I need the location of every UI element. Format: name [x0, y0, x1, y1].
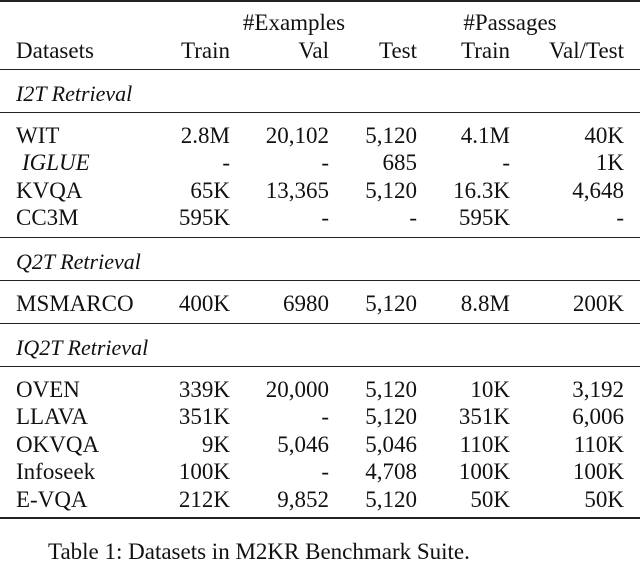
passages-valtest: 4,648	[572, 178, 624, 203]
examples-test: 4,708	[365, 459, 417, 484]
examples-train: 100K	[178, 459, 230, 484]
table-row: OKVQA 9K 5,046 5,046 110K 110K	[0, 431, 640, 458]
examples-val: -	[321, 404, 329, 429]
examples-val: 13,365	[265, 178, 329, 203]
passages-train: 595K	[458, 205, 510, 230]
dataset-name: E-VQA	[16, 487, 88, 512]
table-row: Infoseek 100K - 4,708 100K 100K	[0, 458, 640, 485]
section-title-q2t: Q2T Retrieval	[16, 249, 141, 274]
col-header-datasets: Datasets	[16, 38, 94, 63]
examples-train: 351K	[178, 404, 230, 429]
passages-valtest: 110K	[573, 432, 624, 457]
examples-val: -	[321, 205, 329, 230]
dataset-name: OVEN	[16, 377, 80, 402]
section-title-i2t: I2T Retrieval	[16, 81, 133, 106]
passages-train: 4.1M	[460, 123, 510, 148]
passages-valtest: 6,006	[572, 404, 624, 429]
examples-test: 5,046	[365, 432, 417, 457]
dataset-name: LLAVA	[16, 404, 88, 429]
passages-train: 351K	[458, 404, 510, 429]
examples-val: 9,852	[277, 487, 329, 512]
examples-train: -	[222, 150, 230, 175]
passages-train: 50K	[470, 487, 510, 512]
examples-val: 20,102	[265, 123, 329, 148]
table-row: IGLUE - - 685 - 1K	[0, 149, 640, 176]
examples-test: 5,120	[365, 404, 417, 429]
passages-valtest: 1K	[595, 150, 624, 175]
passages-train: 100K	[458, 459, 510, 484]
section-end-rule-i2t	[0, 237, 640, 238]
examples-val: -	[321, 150, 329, 175]
group-header-row: #Examples #Passages	[0, 9, 640, 36]
col-header-passages-train: Train	[461, 38, 510, 63]
table-caption: Table 1: Datasets in M2KR Benchmark Suit…	[48, 539, 470, 564]
examples-test: 5,120	[365, 123, 417, 148]
section-title-iq2t: IQ2T Retrieval	[16, 335, 149, 360]
examples-test: 685	[382, 150, 418, 175]
passages-valtest: 3,192	[572, 377, 624, 402]
table-row: KVQA 65K 13,365 5,120 16.3K 4,648	[0, 177, 640, 204]
examples-train: 400K	[178, 291, 230, 316]
top-rule	[0, 0, 640, 2]
passages-train: 8.8M	[460, 291, 510, 316]
col-header-passages-valtest: Val/Test	[548, 38, 624, 63]
examples-test: -	[409, 205, 417, 230]
dataset-name: Infoseek	[16, 459, 96, 484]
table-row: OVEN 339K 20,000 5,120 10K 3,192	[0, 376, 640, 403]
dataset-name: WIT	[16, 123, 60, 148]
group-header-passages: #Passages	[463, 10, 557, 35]
examples-val: 5,046	[277, 432, 329, 457]
header-rule	[0, 69, 640, 70]
passages-train: 10K	[470, 377, 510, 402]
group-header-examples: #Examples	[242, 10, 346, 35]
examples-test: 5,120	[365, 291, 417, 316]
examples-train: 212K	[178, 487, 230, 512]
passages-valtest: 100K	[572, 459, 624, 484]
dataset-name: MSMARCO	[16, 291, 134, 316]
examples-val: 20,000	[265, 377, 329, 402]
dataset-name: OKVQA	[16, 432, 100, 457]
col-header-examples-train: Train	[181, 38, 230, 63]
passages-train: -	[502, 150, 510, 175]
table-row: MSMARCO 400K 6980 5,120 8.8M 200K	[0, 290, 640, 317]
examples-val: 6980	[283, 291, 329, 316]
col-header-examples-val: Val	[298, 38, 329, 63]
passages-valtest: 50K	[584, 487, 624, 512]
bottom-rule	[0, 517, 640, 519]
passages-valtest: -	[616, 205, 624, 230]
section-end-rule-q2t	[0, 323, 640, 324]
passages-train: 110K	[459, 432, 510, 457]
dataset-name: KVQA	[16, 178, 83, 203]
column-header-row: Datasets Train Val Test Train Val/Test	[0, 37, 640, 64]
dataset-name: CC3M	[16, 205, 79, 230]
table-row: WIT 2.8M 20,102 5,120 4.1M 40K	[0, 122, 640, 149]
passages-train: 16.3K	[453, 178, 510, 203]
section-rule-q2t	[0, 280, 640, 281]
dataset-name: IGLUE	[22, 150, 90, 175]
section-rule-iq2t	[0, 366, 640, 367]
table-row: E-VQA 212K 9,852 5,120 50K 50K	[0, 486, 640, 513]
examples-train: 339K	[178, 377, 230, 402]
examples-train: 9K	[201, 432, 230, 457]
examples-train: 65K	[190, 178, 230, 203]
section-rule-i2t	[0, 112, 640, 113]
examples-test: 5,120	[365, 487, 417, 512]
col-header-examples-test: Test	[379, 38, 417, 63]
examples-train: 2.8M	[180, 123, 230, 148]
examples-val: -	[321, 459, 329, 484]
passages-valtest: 40K	[584, 123, 624, 148]
examples-test: 5,120	[365, 178, 417, 203]
passages-valtest: 200K	[572, 291, 624, 316]
table-row: LLAVA 351K - 5,120 351K 6,006	[0, 403, 640, 430]
examples-train: 595K	[178, 205, 230, 230]
table-row: CC3M 595K - - 595K -	[0, 204, 640, 231]
examples-test: 5,120	[365, 377, 417, 402]
